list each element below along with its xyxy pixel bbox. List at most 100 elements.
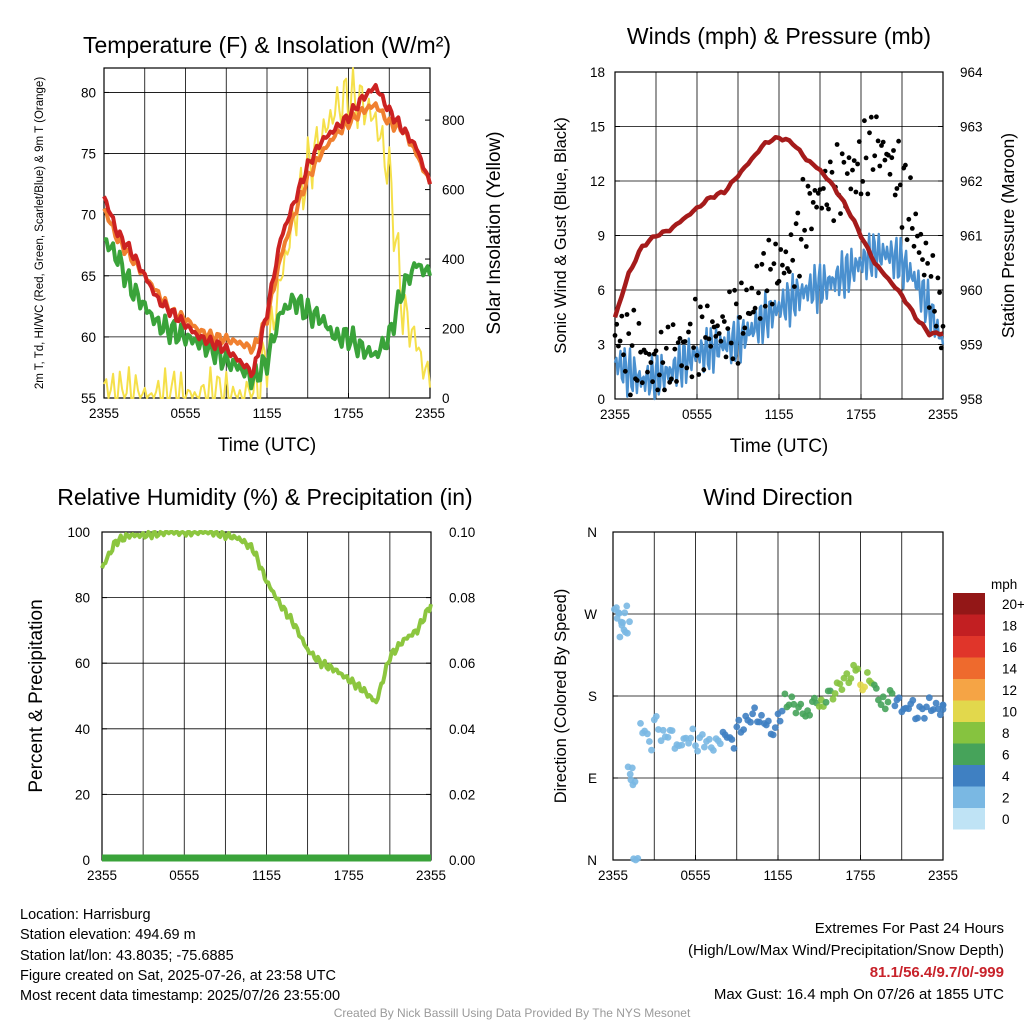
gust-point <box>710 319 715 325</box>
gust-point <box>831 218 837 224</box>
gust-point <box>903 162 908 168</box>
gust-point <box>699 314 705 320</box>
chart-panel-1: 2355 0555 1155 1755 2355 Temperature (F) & In… <box>34 32 505 456</box>
gust-point <box>932 308 937 314</box>
x-tick-label: 2355 <box>87 868 117 883</box>
gust-point <box>677 336 683 341</box>
y-tick-label: 65 <box>81 269 96 284</box>
colorbar-label: 2 <box>1002 791 1010 806</box>
gust-point <box>730 356 736 362</box>
direction-point <box>781 690 789 698</box>
direction-point <box>925 694 933 702</box>
gust-point <box>930 253 936 258</box>
gust-point <box>773 241 778 247</box>
gust-point <box>716 331 722 336</box>
gust-point <box>788 232 794 238</box>
gust-point <box>708 343 714 349</box>
gust-point <box>887 171 893 177</box>
gust-point <box>851 158 857 164</box>
direction-point <box>728 736 736 743</box>
gust-point <box>920 257 925 262</box>
gust-point <box>689 374 695 380</box>
direction-point <box>864 669 871 676</box>
direction-point <box>699 731 706 738</box>
direction-points <box>611 602 947 864</box>
direction-point <box>822 698 830 706</box>
gust-point <box>660 360 666 365</box>
y2-tick-label: 600 <box>442 183 465 198</box>
gust-point <box>819 205 825 211</box>
direction-point <box>733 723 741 731</box>
x-axis-label: Time (UTC) <box>730 436 829 457</box>
direction-point <box>694 747 701 755</box>
gust-point <box>904 237 910 243</box>
direction-point <box>689 725 697 733</box>
gust-point <box>706 336 712 342</box>
x-tick-label: 2355 <box>598 868 628 883</box>
gust-point <box>918 231 924 237</box>
credit-text: Created By Nick Bassill Using Data Provi… <box>333 1006 691 1020</box>
y2-tick-label: 0.08 <box>449 591 475 606</box>
x-tick-label: 2355 <box>416 868 446 883</box>
gust-point <box>698 304 703 310</box>
direction-point <box>847 675 855 682</box>
direction-point <box>705 735 713 743</box>
direction-point <box>877 701 885 709</box>
direction-point <box>730 745 738 752</box>
direction-point <box>751 704 758 712</box>
direction-point <box>735 716 743 724</box>
gust-point <box>838 211 843 217</box>
gust-point <box>856 139 862 145</box>
gust-point <box>759 261 765 267</box>
gust-point <box>764 288 770 294</box>
y2-tick-label: 962 <box>960 174 983 189</box>
y-axis-label: Percent & Precipitation <box>26 599 47 792</box>
gust-point <box>739 280 744 286</box>
gust-point <box>650 379 655 385</box>
direction-point <box>648 746 655 754</box>
gust-point <box>921 272 927 278</box>
gust-point <box>720 314 725 319</box>
direction-point <box>634 855 642 862</box>
y-tick-label: 80 <box>81 85 96 100</box>
direction-point <box>659 726 667 734</box>
colorbar-swatch <box>953 636 985 658</box>
gust-point <box>810 200 816 205</box>
gust-point <box>691 345 696 350</box>
gust-point <box>619 313 625 319</box>
gust-point <box>754 263 760 269</box>
gust-point <box>855 161 860 167</box>
gust-point <box>839 151 845 157</box>
gust-point <box>928 274 934 279</box>
gust-point <box>674 379 679 384</box>
direction-point <box>747 718 754 726</box>
gust-point <box>662 387 667 393</box>
gust-point <box>793 221 799 227</box>
recent-text: Most recent data timestamp: 2025/07/26 2… <box>20 988 341 1005</box>
series-line-temp_9m <box>102 101 432 355</box>
x-tick-label: 2355 <box>928 868 958 883</box>
direction-point <box>621 609 629 617</box>
gust-point <box>792 284 797 289</box>
series-line-insolation <box>103 67 431 399</box>
gust-point <box>937 290 942 295</box>
y-tick-label: 60 <box>81 330 96 345</box>
direction-point <box>616 633 624 641</box>
gust-point <box>616 343 621 349</box>
gust-points <box>612 114 946 398</box>
direction-point <box>626 770 634 778</box>
x-tick-label: 2355 <box>89 406 119 421</box>
colorbar-swatch <box>953 743 985 765</box>
direction-point <box>776 717 784 725</box>
x-tick-label: 1755 <box>334 868 364 883</box>
gust-point <box>795 210 801 216</box>
gust-point <box>867 130 872 136</box>
gust-point <box>648 360 654 365</box>
chart-panel-3: 2355 0555 1155 1755 2355 Relative Humidity (%… <box>26 484 476 883</box>
gust-point <box>911 243 917 249</box>
gust-point <box>742 325 748 331</box>
gust-point <box>771 261 777 267</box>
x-tick-label: 1155 <box>252 406 281 421</box>
y-tick-label: 60 <box>75 656 90 671</box>
gust-point <box>766 237 772 243</box>
